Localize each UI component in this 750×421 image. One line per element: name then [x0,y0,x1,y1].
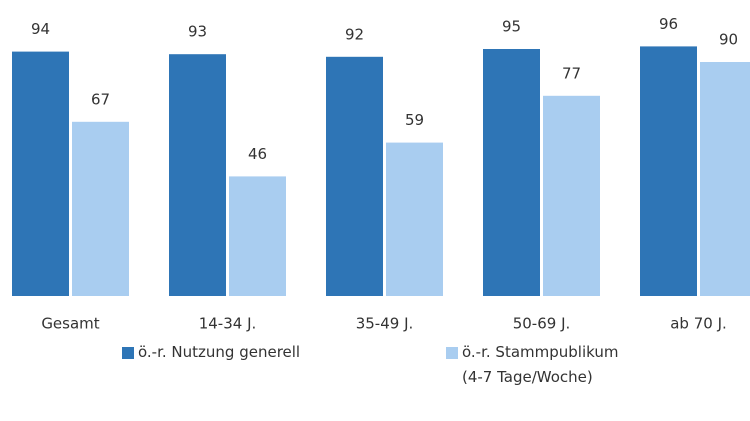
bar [326,56,383,296]
value-label: 94 [31,20,50,38]
legend-swatch [446,347,458,359]
x-tick-label: 50-69 J. [513,315,571,333]
value-label: 59 [405,111,424,129]
x-tick-label: Gesamt [41,315,99,333]
value-label: 93 [188,23,207,41]
bar [640,46,697,297]
bar [700,62,750,296]
value-label: 77 [562,64,581,82]
bar [169,54,226,297]
bar [72,121,129,296]
x-tick-label: ab 70 J. [670,315,727,333]
value-label: 92 [345,25,364,43]
value-label: 90 [719,31,738,49]
x-tick-label: 14-34 J. [199,315,257,333]
value-label: 95 [502,18,521,36]
legend-swatch [122,347,134,359]
value-label: 96 [659,15,678,33]
x-tick-label: 35-49 J. [356,315,414,333]
bar [386,142,443,296]
bar [12,51,69,296]
legend-label: ö.-r. Nutzung generell [138,343,301,361]
legend-label: ö.-r. Stammpublikum (4-7 Tage/Woche) [462,343,619,386]
bar [543,95,600,296]
bar [483,49,540,296]
bar [229,176,286,296]
value-label: 67 [91,90,110,108]
value-label: 46 [248,145,267,163]
